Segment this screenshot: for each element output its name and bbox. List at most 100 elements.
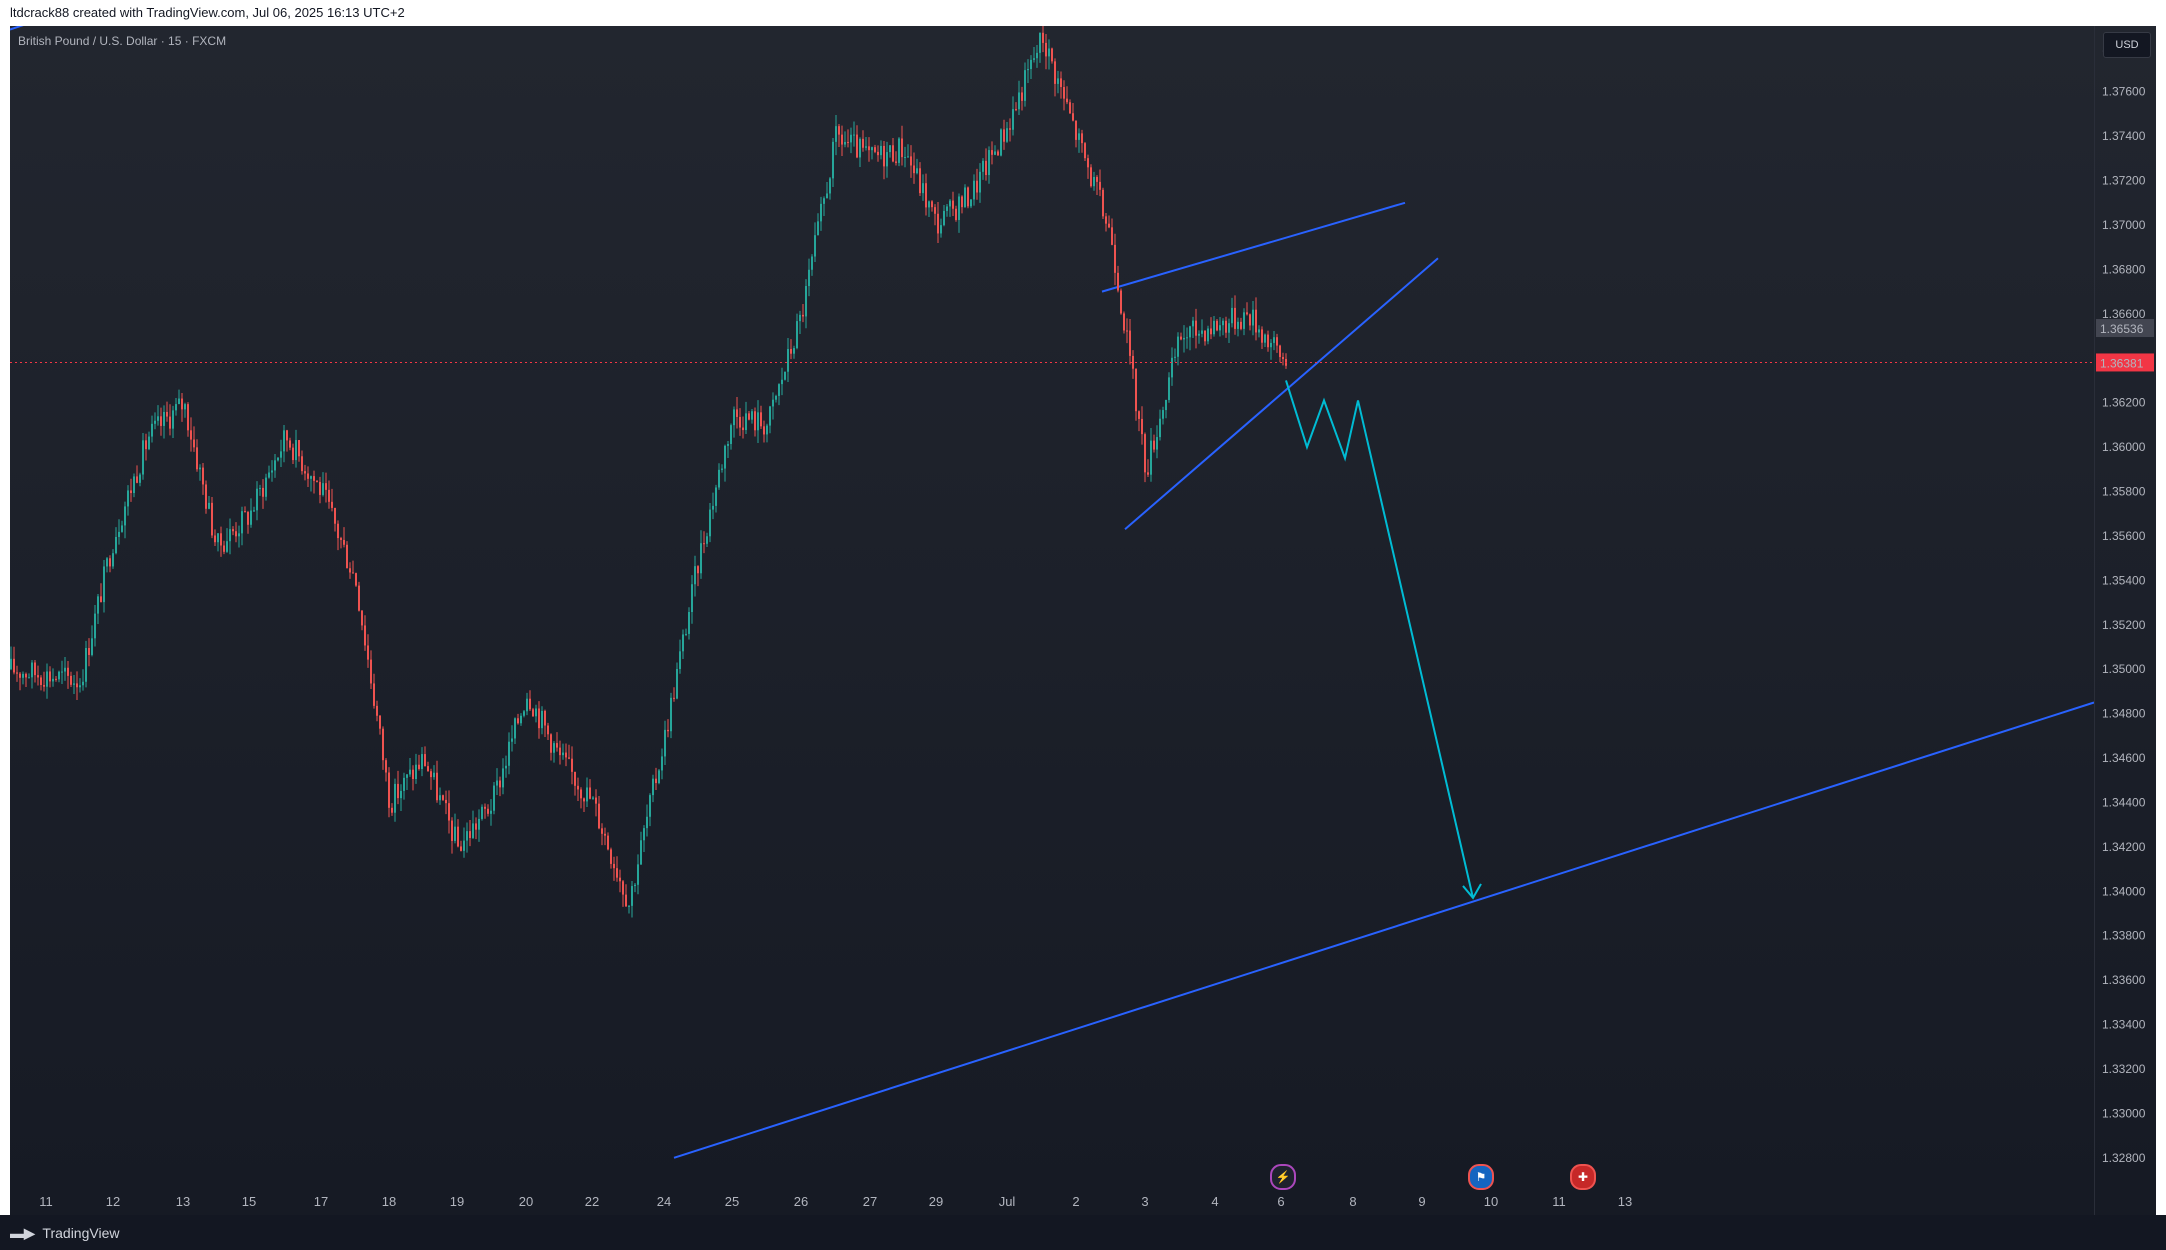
candle-body: [1051, 48, 1053, 62]
candle-body: [829, 178, 831, 194]
candle-body: [448, 803, 450, 821]
candle-body: [949, 200, 951, 207]
us-flag-icon[interactable]: ⚑: [1468, 1164, 1494, 1190]
time-tick-label: 11: [39, 1194, 53, 1209]
candle-body: [151, 423, 153, 437]
candle-body: [445, 799, 447, 804]
candle-body: [937, 213, 939, 234]
candle-body: [1159, 418, 1161, 438]
candle-body: [412, 769, 414, 780]
candle-body: [634, 884, 636, 887]
time-tick-label: 3: [1141, 1194, 1148, 1209]
candle-body: [706, 536, 708, 544]
candle-body: [487, 808, 489, 814]
candle-body: [430, 771, 432, 778]
symbol-info: British Pound / U.S. Dollar · 15 · FXCM: [18, 34, 227, 48]
candle-body: [946, 206, 948, 211]
candle-body: [1042, 32, 1044, 43]
candle-layer: [10, 26, 1287, 918]
uk-flag-icon[interactable]: ✚: [1570, 1164, 1596, 1190]
candle-body: [970, 199, 972, 207]
candle-body: [1108, 223, 1110, 228]
candle-body: [196, 447, 198, 470]
projection-path: [1285, 380, 1474, 899]
candle-body: [10, 658, 12, 670]
candle-body: [580, 789, 582, 799]
currency-button[interactable]: USD: [2103, 32, 2151, 58]
candle-body: [1021, 92, 1023, 101]
candle-body: [280, 451, 282, 458]
candle-body: [55, 678, 57, 680]
candle-body: [1186, 337, 1188, 339]
candle-body: [439, 795, 441, 801]
candle-body: [562, 752, 564, 756]
candle-body: [271, 470, 273, 473]
candle-body: [334, 507, 336, 524]
candle-body: [1072, 113, 1074, 121]
candle-body: [88, 647, 90, 655]
candle-body: [1069, 102, 1071, 114]
candle-body: [85, 647, 87, 682]
price-scale[interactable]: USD: [2094, 26, 2156, 1215]
candle-body: [442, 795, 444, 800]
candle-body: [577, 785, 579, 790]
candle-body: [1084, 143, 1086, 159]
chart-area[interactable]: 1.386001.384001.382001.380001.378001.376…: [10, 26, 2156, 1215]
candle-body: [220, 533, 222, 546]
price-tick-label: 1.36600: [2102, 307, 2146, 321]
last-price-box: [2096, 353, 2154, 372]
time-tick-label: 20: [519, 1194, 533, 1209]
candle-body: [475, 823, 477, 830]
candle-body: [385, 760, 387, 773]
candle-body: [457, 826, 459, 847]
price-chart[interactable]: 1.386001.384001.382001.380001.378001.376…: [10, 26, 2156, 1215]
candle-body: [1273, 337, 1275, 343]
trendline: [673, 701, 2095, 1159]
candle-body: [517, 718, 519, 724]
candle-body: [514, 718, 516, 739]
candle-body: [1282, 357, 1284, 360]
lightning-icon[interactable]: ⚡: [1270, 1164, 1296, 1190]
candle-body: [625, 894, 627, 907]
candle-body: [775, 395, 777, 400]
candle-body: [1147, 472, 1149, 475]
candle-body: [367, 645, 369, 660]
chart-credit: ltdcrack88 created with TradingView.com,…: [0, 0, 2166, 26]
candle-body: [295, 440, 297, 461]
price-tick-label: 1.33200: [2102, 1062, 2146, 1076]
candles: [10, 26, 1287, 918]
candle-body: [406, 774, 408, 778]
candle-body: [202, 467, 204, 485]
candle-body: [820, 203, 822, 222]
candle-body: [715, 487, 717, 506]
candle-body: [1030, 59, 1032, 70]
time-tick-label: Jul: [999, 1194, 1016, 1209]
candle-body: [70, 675, 72, 685]
candle-body: [451, 820, 453, 841]
candle-body: [559, 747, 561, 756]
time-tick-label: 18: [382, 1194, 396, 1209]
candle-body: [865, 146, 867, 148]
candle-body: [139, 474, 141, 483]
candle-body: [208, 502, 210, 509]
candle-body: [913, 165, 915, 174]
candle-body: [553, 743, 555, 753]
candle-body: [340, 538, 342, 540]
candle-body: [979, 171, 981, 193]
candle-body: [1150, 440, 1152, 475]
candle-body: [700, 543, 702, 574]
candle-body: [619, 877, 621, 882]
candle-body: [1027, 69, 1029, 71]
candle-body: [1006, 128, 1008, 142]
candle-body: [181, 398, 183, 410]
candle-body: [1276, 337, 1278, 346]
tradingview-brand[interactable]: ▬▶ TradingView: [10, 1225, 119, 1242]
candle-body: [889, 145, 891, 153]
candle-body: [226, 541, 228, 552]
candle-body: [346, 544, 348, 569]
candle-body: [1138, 411, 1140, 419]
time-tick-label: 9: [1418, 1194, 1425, 1209]
candle-body: [1039, 32, 1041, 53]
candle-body: [460, 846, 462, 851]
candle-body: [955, 208, 957, 220]
